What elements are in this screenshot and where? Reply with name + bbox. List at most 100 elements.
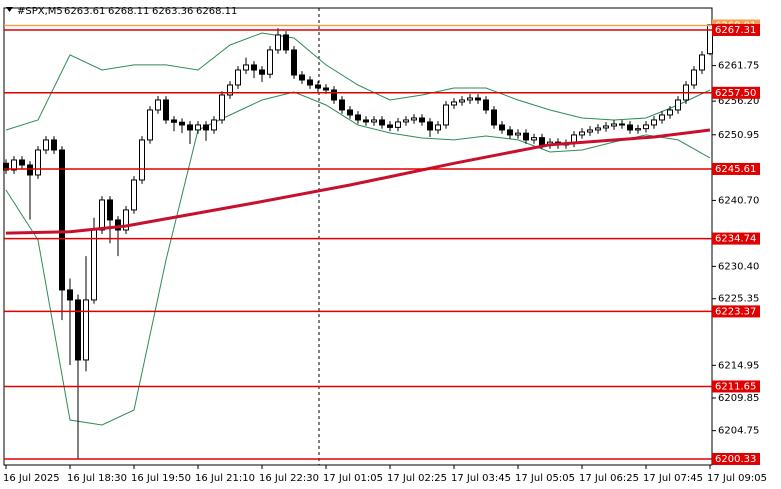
- candle-body: [211, 119, 217, 131]
- candle-body: [259, 69, 265, 75]
- candle-body: [595, 127, 601, 131]
- candle-body: [675, 99, 681, 111]
- level-label: 6234.74: [715, 234, 756, 245]
- level-label-bg: [712, 452, 760, 465]
- candle-body: [643, 124, 649, 130]
- candle-body: [267, 49, 273, 75]
- candle-body: [363, 119, 369, 123]
- x-tick-label: 17 Jul 06:25: [579, 473, 639, 484]
- candle-body: [475, 97, 481, 101]
- y-tick-label: 6225.35: [718, 294, 759, 305]
- candle-body: [307, 79, 313, 86]
- candle-body: [283, 34, 289, 51]
- x-tick-label: 16 Jul 21:10: [195, 473, 255, 484]
- candle-body: [419, 117, 425, 123]
- y-tick-label: 6240.70: [718, 195, 759, 206]
- candle-body: [163, 99, 169, 121]
- candle-body: [467, 97, 473, 101]
- level-label: 6245.61: [715, 164, 756, 175]
- candle-body: [235, 69, 241, 86]
- x-tick-label: 16 Jul 19:50: [131, 473, 191, 484]
- candle-body: [19, 159, 25, 166]
- candle-body: [587, 129, 593, 133]
- x-tick-label: 17 Jul 02:25: [387, 473, 447, 484]
- candle-body: [35, 149, 41, 176]
- candle-body: [99, 199, 105, 231]
- candle-body: [11, 159, 17, 171]
- candle-body: [227, 84, 233, 96]
- candle-body: [59, 149, 65, 291]
- y-tick-label: 6261.75: [718, 61, 759, 72]
- candle-body: [51, 139, 57, 151]
- x-tick-label: 17 Jul 05:05: [515, 473, 575, 484]
- candle-body: [27, 164, 33, 176]
- candle-body: [427, 121, 433, 131]
- x-tick-label: 17 Jul 09:05: [707, 473, 767, 484]
- candle-body: [219, 94, 225, 121]
- level-label-bg: [712, 162, 760, 175]
- candle-body: [83, 299, 89, 361]
- candle-body: [483, 99, 489, 111]
- candle-body: [179, 121, 185, 126]
- candle-body: [371, 119, 377, 123]
- header-high: 6268.11: [108, 6, 149, 17]
- candle-body: [619, 123, 625, 126]
- candle-body: [299, 74, 305, 81]
- candle-body: [667, 109, 673, 116]
- candle-body: [187, 124, 193, 131]
- candle-body: [651, 119, 657, 126]
- x-tick-label: 17 Jul 03:45: [451, 473, 511, 484]
- candle-body: [275, 34, 281, 51]
- candle-body: [699, 54, 705, 71]
- candle-body: [203, 124, 209, 131]
- candle-body: [355, 114, 361, 121]
- candle-body: [507, 129, 513, 136]
- level-label-bg: [712, 23, 760, 36]
- x-tick-label: 17 Jul 07:45: [643, 473, 703, 484]
- bollinger-band: [5, 91, 711, 426]
- candle-body: [195, 124, 201, 131]
- candle-body: [459, 99, 465, 103]
- candle-body: [251, 64, 257, 71]
- candle-body: [579, 131, 585, 136]
- y-tick-label: 6214.95: [718, 360, 759, 371]
- candle-body: [3, 162, 9, 171]
- candle-body: [707, 24, 713, 55]
- candle-body: [531, 137, 537, 141]
- level-label: 6200.33: [715, 454, 756, 465]
- level-label-bg: [712, 86, 760, 99]
- level-label-bg: [712, 305, 760, 318]
- candle-body: [43, 139, 49, 151]
- candle-body: [659, 114, 665, 121]
- candle-body: [115, 219, 121, 231]
- candle-body: [315, 84, 321, 89]
- candle-body: [147, 109, 153, 141]
- header-close: 6268.11: [196, 6, 237, 17]
- candle-body: [379, 119, 385, 126]
- header-open: 6263.61: [64, 6, 105, 17]
- candle-body: [67, 289, 73, 301]
- candle-body: [339, 99, 345, 111]
- candle-body: [91, 229, 97, 301]
- x-tick-label: 16 Jul 18:30: [67, 473, 127, 484]
- candle-body: [603, 125, 609, 129]
- candle-body: [451, 101, 457, 106]
- candle-body: [123, 209, 129, 231]
- moving-average: [5, 128, 711, 235]
- symbol: #SPX,M5: [17, 6, 63, 17]
- level-label: 6223.37: [715, 306, 756, 317]
- candle-body: [627, 124, 633, 131]
- y-tick-label: 6256.20: [718, 96, 759, 107]
- candle-body: [491, 109, 497, 126]
- candle-body: [243, 64, 249, 71]
- y-tick-label: 6230.40: [718, 261, 759, 272]
- candle-body: [347, 109, 353, 116]
- candle-body: [691, 69, 697, 86]
- candle-body: [323, 87, 329, 91]
- candle-body: [291, 49, 297, 76]
- level-label: 6267.31: [715, 25, 756, 36]
- menu-triangle: [6, 7, 13, 12]
- level-label-bg: [712, 380, 760, 393]
